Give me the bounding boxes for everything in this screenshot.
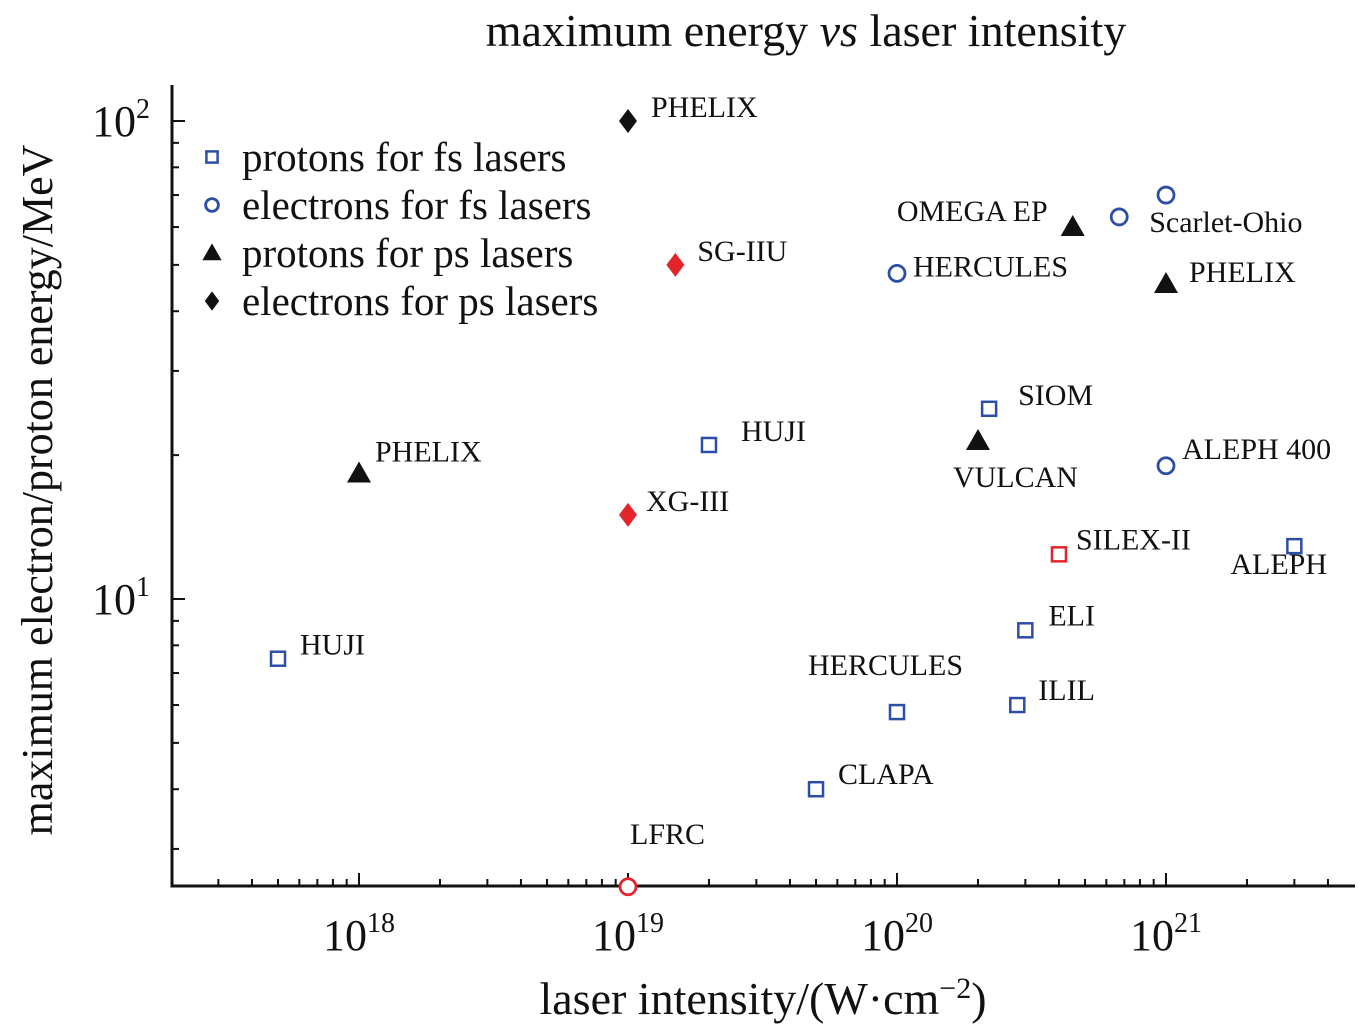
point-label: ILIL <box>1038 674 1095 707</box>
legend-label: protons for ps lasers <box>242 230 573 276</box>
y-tick-label: 101 <box>92 572 150 624</box>
triangle-marker <box>347 461 371 483</box>
y-tick-base: 10 <box>92 97 136 146</box>
diamond-marker <box>619 109 637 133</box>
square-marker <box>980 400 998 418</box>
square-marker <box>888 703 906 721</box>
circle-marker <box>887 263 907 283</box>
point-label: PHELIX <box>651 91 758 124</box>
square-marker <box>700 436 718 454</box>
triangle-marker <box>1154 272 1178 294</box>
diamond-marker <box>666 252 685 277</box>
point-label: ALEPH <box>1230 548 1327 581</box>
square-marker <box>1286 537 1303 555</box>
legend-label: electrons for fs lasers <box>242 182 592 228</box>
legend-square-icon <box>205 150 219 164</box>
legend-diamond-icon <box>204 291 220 311</box>
point-label: PHELIX <box>375 436 482 469</box>
point-label: LFRC <box>630 818 705 851</box>
point-label: VULCAN <box>953 461 1078 494</box>
y-tick-exponent: 2 <box>136 94 150 125</box>
y-tick-label: 102 <box>92 94 150 146</box>
square-marker <box>1050 546 1068 563</box>
x-tick-exponent: 19 <box>636 908 664 939</box>
circle-marker <box>618 877 638 897</box>
triangle-marker <box>1060 215 1085 237</box>
x-tick-base: 10 <box>861 911 905 960</box>
point-label: HUJI <box>300 629 365 662</box>
triangle-marker <box>965 429 990 451</box>
square-marker <box>807 780 825 798</box>
point-label: XG-III <box>646 485 729 518</box>
legend-label: protons for fs lasers <box>242 134 567 180</box>
legend-triangle-icon <box>202 243 222 261</box>
x-axis-label: laser intensity/(W·cm−2) <box>539 972 986 1024</box>
legend-circle-icon <box>204 197 220 213</box>
x-tick-label: 1021 <box>1130 908 1202 960</box>
point-label: PHELIX <box>1189 256 1296 289</box>
chart-title: maximum energy vs laser intensity <box>486 5 1126 56</box>
circle-marker <box>1156 185 1176 205</box>
x-tick-exponent: 20 <box>905 908 933 939</box>
data-points: HUJI HUJI CLAPA HERCULES SIOM SILEX-II ELI ILIL… <box>269 91 1331 897</box>
circle-marker <box>1156 456 1176 476</box>
point-label: ALEPH 400 <box>1182 433 1331 466</box>
point-label: HUJI <box>741 415 806 448</box>
point-label: Scarlet-Ohio <box>1149 206 1302 239</box>
x-tick-exponent: 21 <box>1174 908 1202 939</box>
point-label: OMEGA EP <box>897 195 1048 228</box>
x-tick-exponent: 18 <box>367 908 395 939</box>
point-label: SIOM <box>1018 379 1093 412</box>
point-label: HERCULES <box>808 649 963 682</box>
x-tick-base: 10 <box>323 911 367 960</box>
point-label: CLAPA <box>838 758 934 791</box>
y-axis-label: maximum electron/proton energy/MeV <box>13 144 62 835</box>
point-label: ELI <box>1048 599 1095 632</box>
square-marker <box>1017 622 1034 639</box>
circle-marker <box>1109 207 1129 227</box>
diamond-marker <box>619 502 637 527</box>
x-tick-base: 10 <box>1130 911 1174 960</box>
x-tick-label: 1018 <box>323 908 395 960</box>
y-tick-base: 10 <box>92 575 136 624</box>
point-label: HERCULES <box>913 250 1068 283</box>
square-marker <box>269 650 287 667</box>
x-tick-base: 10 <box>592 911 636 960</box>
x-tick-label: 1020 <box>861 908 933 960</box>
x-tick-label: 1019 <box>592 908 664 960</box>
point-label: SG-IIU <box>697 235 787 268</box>
square-marker <box>1009 696 1026 714</box>
legend-label: electrons for ps lasers <box>242 278 598 324</box>
point-label: SILEX-II <box>1076 523 1191 556</box>
y-tick-exponent: 1 <box>136 572 150 603</box>
